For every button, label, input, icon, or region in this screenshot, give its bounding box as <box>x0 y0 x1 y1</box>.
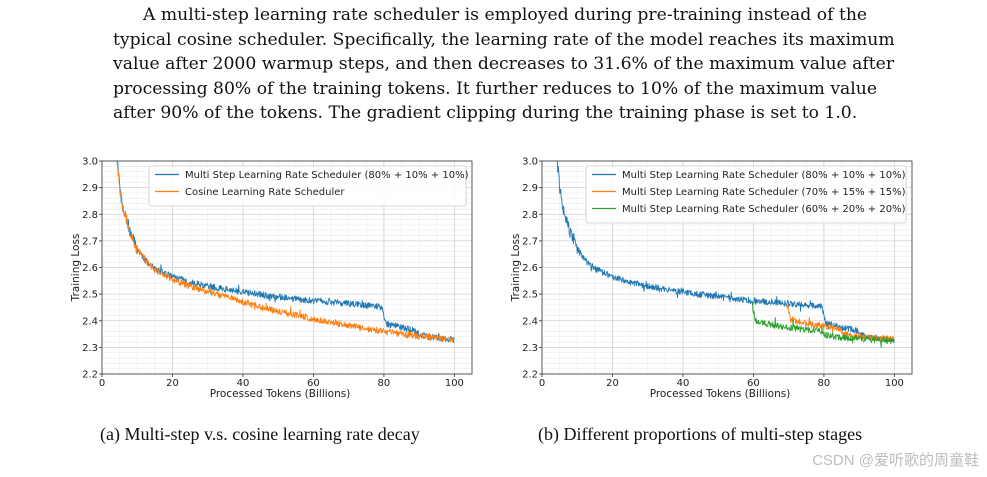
x-tick-label: 100 <box>445 378 464 389</box>
x-tick-label: 0 <box>539 378 545 389</box>
x-tick-label: 0 <box>99 378 105 389</box>
y-tick-label: 2.4 <box>82 316 98 327</box>
x-axis-label: Processed Tokens (Billions) <box>210 388 351 400</box>
x-tick-label: 60 <box>307 378 320 389</box>
x-tick-label: 40 <box>677 378 690 389</box>
legend-label-3: Multi Step Learning Rate Scheduler (60% … <box>622 204 906 215</box>
x-tick-label: 80 <box>818 378 831 389</box>
x-axis-label: Processed Tokens (Billions) <box>650 388 791 400</box>
plot-area <box>116 161 455 343</box>
caption-b: (b) Different proportions of multi-step … <box>538 424 863 444</box>
watermark: CSDN @爱听歌的周童鞋 <box>812 452 979 469</box>
series-line-1 <box>116 161 455 343</box>
y-tick-label: 2.8 <box>82 210 98 221</box>
tick-labels: 2.2 2.3 2.4 2.5 2.6 2.7 2.8 2.9 3.0 0 20 40 60 80 100 <box>82 157 464 390</box>
y-tick-label: 3.0 <box>82 157 98 168</box>
caption-a: (a) Multi-step v.s. cosine learning rate… <box>100 424 420 444</box>
y-tick-label: 2.9 <box>82 183 98 194</box>
y-axis-label: Training Loss <box>70 234 82 303</box>
chart-multistep-vs-cosine: 2.2 2.3 2.4 2.5 2.6 2.7 2.8 2.9 3.0 0 20 40 60 80 100 P… <box>70 157 473 400</box>
series-line-3 <box>751 301 895 348</box>
legend: Multi Step Learning Rate Scheduler (80% … <box>585 165 907 224</box>
y-tick-label: 2.5 <box>522 290 538 301</box>
y-tick-label: 2.6 <box>82 263 98 274</box>
tick-labels: 2.2 2.3 2.4 2.5 2.6 2.7 2.8 2.9 3.0 0 20 40 60 80 100 <box>522 157 904 390</box>
y-tick-label: 2.3 <box>522 343 538 354</box>
legend: Multi Step Learning Rate Scheduler (80% … <box>148 165 469 207</box>
x-tick-label: 80 <box>378 378 391 389</box>
y-tick-label: 2.7 <box>82 236 98 247</box>
plot-area <box>556 161 895 348</box>
y-tick-label: 2.2 <box>82 370 98 381</box>
body-paragraph: A multi-step learning rate scheduler is … <box>113 5 895 123</box>
y-tick-label: 2.6 <box>522 263 538 274</box>
legend-box <box>585 165 907 224</box>
y-tick-label: 2.2 <box>522 370 538 381</box>
chart-multistep-proportions: 2.2 2.3 2.4 2.5 2.6 2.7 2.8 2.9 3.0 0 20 40 60 80 100 P… <box>510 157 913 400</box>
x-tick-label: 100 <box>885 378 904 389</box>
legend-label-2: Multi Step Learning Rate Scheduler (70% … <box>622 187 906 198</box>
y-tick-label: 2.3 <box>82 343 98 354</box>
y-tick-label: 2.9 <box>522 183 538 194</box>
y-tick-label: 3.0 <box>522 157 538 168</box>
y-axis-label: Training Loss <box>510 234 522 303</box>
y-tick-label: 2.8 <box>522 210 538 221</box>
series-line-2 <box>116 161 455 343</box>
legend-box <box>148 165 467 207</box>
x-tick-label: 20 <box>166 378 179 389</box>
y-tick-label: 2.5 <box>82 290 98 301</box>
x-tick-label: 60 <box>747 378 760 389</box>
legend-label-1: Multi Step Learning Rate Scheduler (80% … <box>622 170 906 181</box>
legend-label-2: Cosine Learning Rate Scheduler <box>185 187 345 198</box>
y-tick-label: 2.7 <box>522 236 538 247</box>
x-tick-label: 20 <box>606 378 619 389</box>
series-line-2 <box>786 304 895 343</box>
legend-label-1: Multi Step Learning Rate Scheduler (80% … <box>185 170 469 181</box>
y-tick-label: 2.4 <box>522 316 538 327</box>
x-tick-label: 40 <box>237 378 250 389</box>
